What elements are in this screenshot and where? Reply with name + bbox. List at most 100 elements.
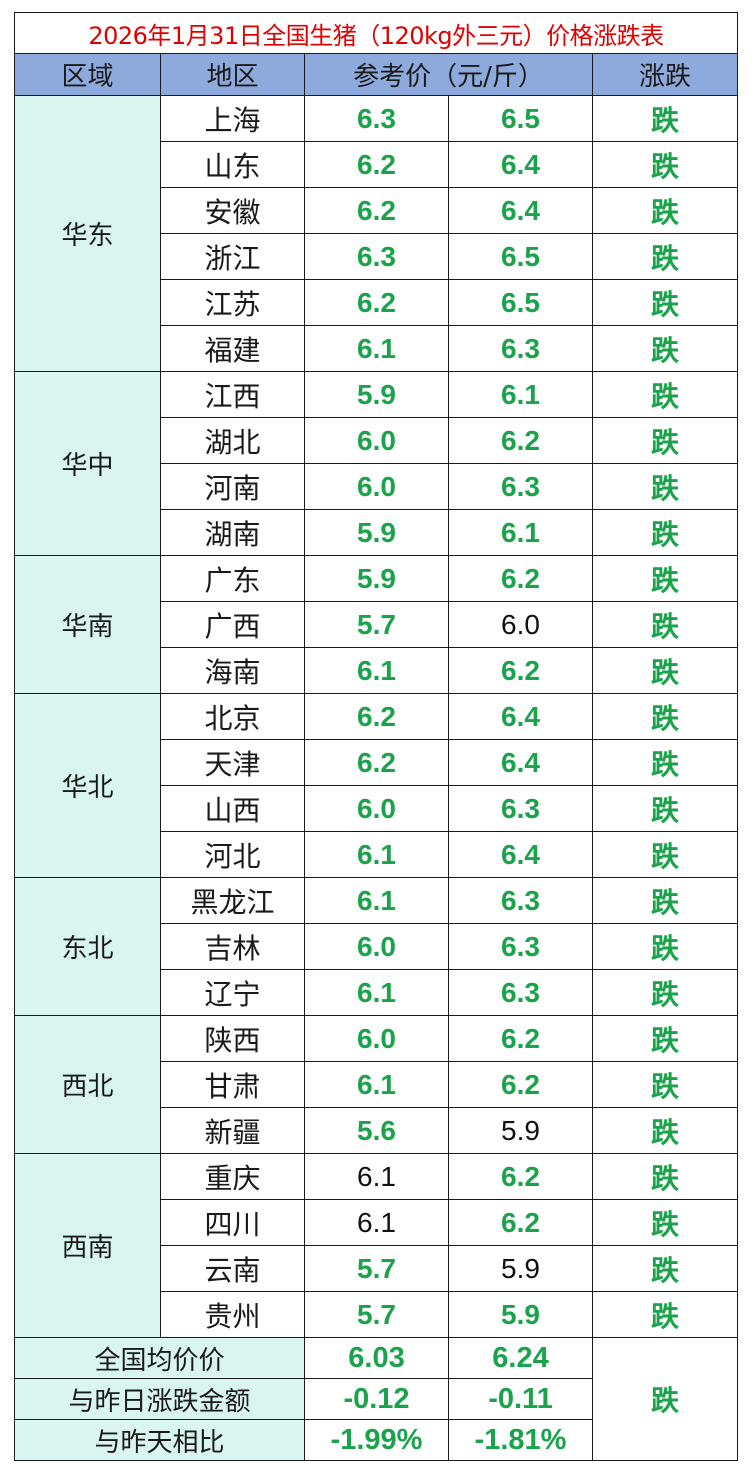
area-cell: 广西	[160, 601, 305, 648]
table-row: 华东 上海 6.3 6.5 跌	[14, 95, 738, 372]
price-high-cell: 6.2	[448, 417, 593, 464]
change-cell: 跌	[592, 1015, 738, 1062]
table-row: 东北 黑龙江 6.1 6.3 跌	[14, 877, 738, 1016]
table-row: 河南 6.0 6.3 跌	[15, 463, 738, 510]
price-high-cell: 6.3	[448, 923, 593, 970]
pct-change-label: 与昨天相比	[14, 1419, 305, 1461]
region-cell: 华东	[14, 95, 161, 372]
price-high-cell: 6.4	[448, 739, 593, 786]
summary-change: 跌	[592, 1337, 738, 1461]
change-cell: 跌	[592, 1245, 738, 1292]
price-high-cell: 6.3	[448, 877, 593, 924]
price-high-cell: 6.2	[448, 1153, 593, 1200]
region-cell: 华北	[14, 693, 161, 878]
change-cell: 跌	[592, 1291, 738, 1338]
price-low-cell: 5.7	[304, 1245, 449, 1292]
price-high-cell: 6.2	[448, 647, 593, 694]
price-high-cell: 6.2	[448, 1199, 593, 1246]
change-cell: 跌	[592, 233, 738, 280]
region-cell: 华中	[14, 371, 161, 556]
price-low-cell: 6.1	[304, 647, 449, 694]
table-row: 云南 5.7 5.9 跌	[15, 1245, 738, 1292]
change-cell: 跌	[592, 647, 738, 694]
header-price: 参考价（元/斤）	[304, 53, 593, 96]
price-high-cell: 6.1	[448, 371, 593, 418]
header-area: 地区	[160, 53, 305, 96]
area-cell: 吉林	[160, 923, 305, 970]
price-high-cell: 6.4	[448, 187, 593, 234]
area-cell: 贵州	[160, 1291, 305, 1338]
table-row: 天津 6.2 6.4 跌	[15, 739, 738, 786]
change-cell: 跌	[592, 187, 738, 234]
price-low-cell: 5.6	[304, 1107, 449, 1154]
price-low-cell: 6.3	[304, 233, 449, 280]
change-cell: 跌	[592, 923, 738, 970]
change-cell: 跌	[592, 601, 738, 648]
price-high-cell: 6.2	[448, 555, 593, 602]
area-cell: 四川	[160, 1199, 305, 1246]
price-low-cell: 6.0	[304, 463, 449, 510]
change-cell: 跌	[592, 417, 738, 464]
price-high-cell: 5.9	[448, 1245, 593, 1292]
avg-price-low: 6.03	[304, 1337, 449, 1379]
price-low-cell: 6.2	[304, 693, 449, 740]
header-change: 涨跌	[592, 53, 738, 96]
area-cell: 辽宁	[160, 969, 305, 1016]
table-row: 湖北 6.0 6.2 跌	[15, 417, 738, 464]
price-high-cell: 5.9	[448, 1107, 593, 1154]
region-cell: 东北	[14, 877, 161, 1016]
area-cell: 山西	[160, 785, 305, 832]
change-cell: 跌	[592, 693, 738, 740]
table-row: 华南 广东 5.9 6.2 跌	[14, 555, 738, 694]
table-row: 江苏 6.2 6.5 跌	[15, 279, 738, 326]
change-cell: 跌	[592, 1107, 738, 1154]
area-cell: 陕西	[160, 1015, 305, 1062]
price-low-cell: 6.0	[304, 785, 449, 832]
header-row: 区域 地区 参考价（元/斤） 涨跌	[14, 53, 738, 96]
area-cell: 黑龙江	[160, 877, 305, 924]
price-high-cell: 6.2	[448, 1015, 593, 1062]
summary-pct-row: 与昨天相比 -1.99% -1.81%	[14, 1419, 738, 1461]
price-high-cell: 6.5	[448, 279, 593, 326]
price-high-cell: 6.4	[448, 831, 593, 878]
table-row: 浙江 6.3 6.5 跌	[15, 233, 738, 280]
price-low-cell: 6.0	[304, 417, 449, 464]
table-row: 新疆 5.6 5.9 跌	[15, 1107, 738, 1154]
header-zone: 区域	[14, 53, 161, 96]
price-high-cell: 6.5	[448, 233, 593, 280]
price-high-cell: 6.5	[448, 95, 593, 142]
price-low-cell: 6.0	[304, 923, 449, 970]
change-cell: 跌	[592, 325, 738, 372]
price-low-cell: 6.1	[304, 969, 449, 1016]
area-cell: 重庆	[160, 1153, 305, 1200]
price-low-cell: 6.1	[304, 831, 449, 878]
change-cell: 跌	[592, 141, 738, 188]
price-table: 2026年1月31日全国生猪（120kg外三元）价格涨跌表 区域 地区 参考价（…	[14, 12, 738, 1461]
price-high-cell: 6.3	[448, 463, 593, 510]
price-low-cell: 6.0	[304, 1015, 449, 1062]
price-low-cell: 5.9	[304, 555, 449, 602]
price-low-cell: 6.2	[304, 739, 449, 786]
table-title: 2026年1月31日全国生猪（120kg外三元）价格涨跌表	[14, 12, 738, 54]
region-cell: 西南	[14, 1153, 161, 1338]
price-low-cell: 6.1	[304, 1153, 449, 1200]
pct-change-low: -1.99%	[304, 1419, 449, 1461]
change-cell: 跌	[592, 279, 738, 326]
change-cell: 跌	[592, 1061, 738, 1108]
price-low-cell: 6.1	[304, 1061, 449, 1108]
avg-price-high: 6.24	[448, 1337, 593, 1379]
area-cell: 上海	[160, 95, 305, 142]
price-high-cell: 6.4	[448, 141, 593, 188]
table-row: 甘肃 6.1 6.2 跌	[15, 1061, 738, 1108]
price-table-sheet: 2026年1月31日全国生猪（120kg外三元）价格涨跌表 区域 地区 参考价（…	[14, 12, 738, 1461]
area-cell: 江苏	[160, 279, 305, 326]
price-low-cell: 6.3	[304, 95, 449, 142]
area-cell: 山东	[160, 141, 305, 188]
price-high-cell: 6.3	[448, 969, 593, 1016]
region-cell: 西北	[14, 1015, 161, 1154]
area-cell: 福建	[160, 325, 305, 372]
change-cell: 跌	[592, 555, 738, 602]
change-cell: 跌	[592, 509, 738, 556]
table-row: 吉林 6.0 6.3 跌	[15, 923, 738, 970]
price-low-cell: 6.1	[304, 1199, 449, 1246]
